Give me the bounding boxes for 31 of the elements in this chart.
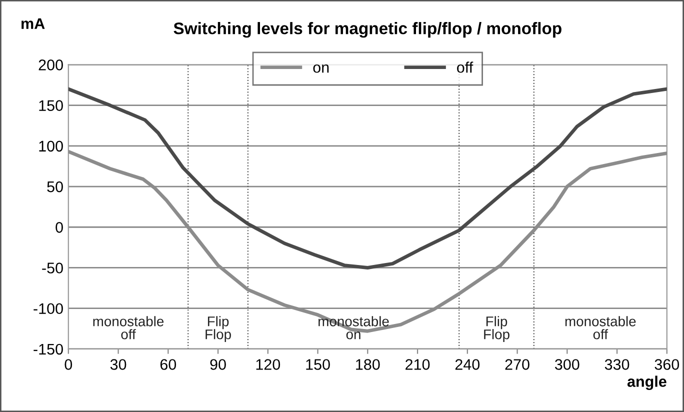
x-tick-label: 120 <box>256 359 280 370</box>
annotation: Flip Flop <box>484 316 510 342</box>
y-tick-label: 150 <box>39 100 63 111</box>
x-tick-label: 270 <box>505 359 530 370</box>
x-tick-label: 360 <box>654 359 680 370</box>
y-tick-label: 50 <box>47 181 63 192</box>
y-tick-label: 0 <box>56 222 63 233</box>
x-tick-label: 30 <box>110 359 126 370</box>
annotation: Flip Flop <box>206 316 231 342</box>
x-tick-label: 330 <box>604 359 630 370</box>
y-tick-label: -150 <box>34 344 63 355</box>
y-axis-title: mA <box>22 18 45 29</box>
x-tick-label: 300 <box>554 359 580 370</box>
x-axis-title: angle <box>627 376 666 390</box>
chart-title: Switching levels for magnetic flip/flop / monoflop <box>174 22 562 38</box>
y-tick-label: 200 <box>38 60 63 70</box>
y-tick-label: -50 <box>42 262 63 274</box>
x-tick-label: 210 <box>406 359 430 370</box>
x-tick-label: 180 <box>356 359 380 370</box>
y-tick-label: 100 <box>39 140 63 152</box>
x-tick-label: 0 <box>64 359 72 370</box>
annotation: monostable off <box>93 316 164 340</box>
legend-label: on <box>313 64 329 73</box>
annotation: monostable off <box>565 316 636 340</box>
legend-label: off <box>457 62 474 73</box>
x-tick-label: 60 <box>160 359 176 370</box>
x-tick-label: 150 <box>306 359 330 370</box>
y-tick-label: -100 <box>34 303 63 314</box>
annotation: monostable on <box>318 316 389 340</box>
x-tick-label: 240 <box>455 359 480 370</box>
x-tick-label: 90 <box>210 359 226 370</box>
